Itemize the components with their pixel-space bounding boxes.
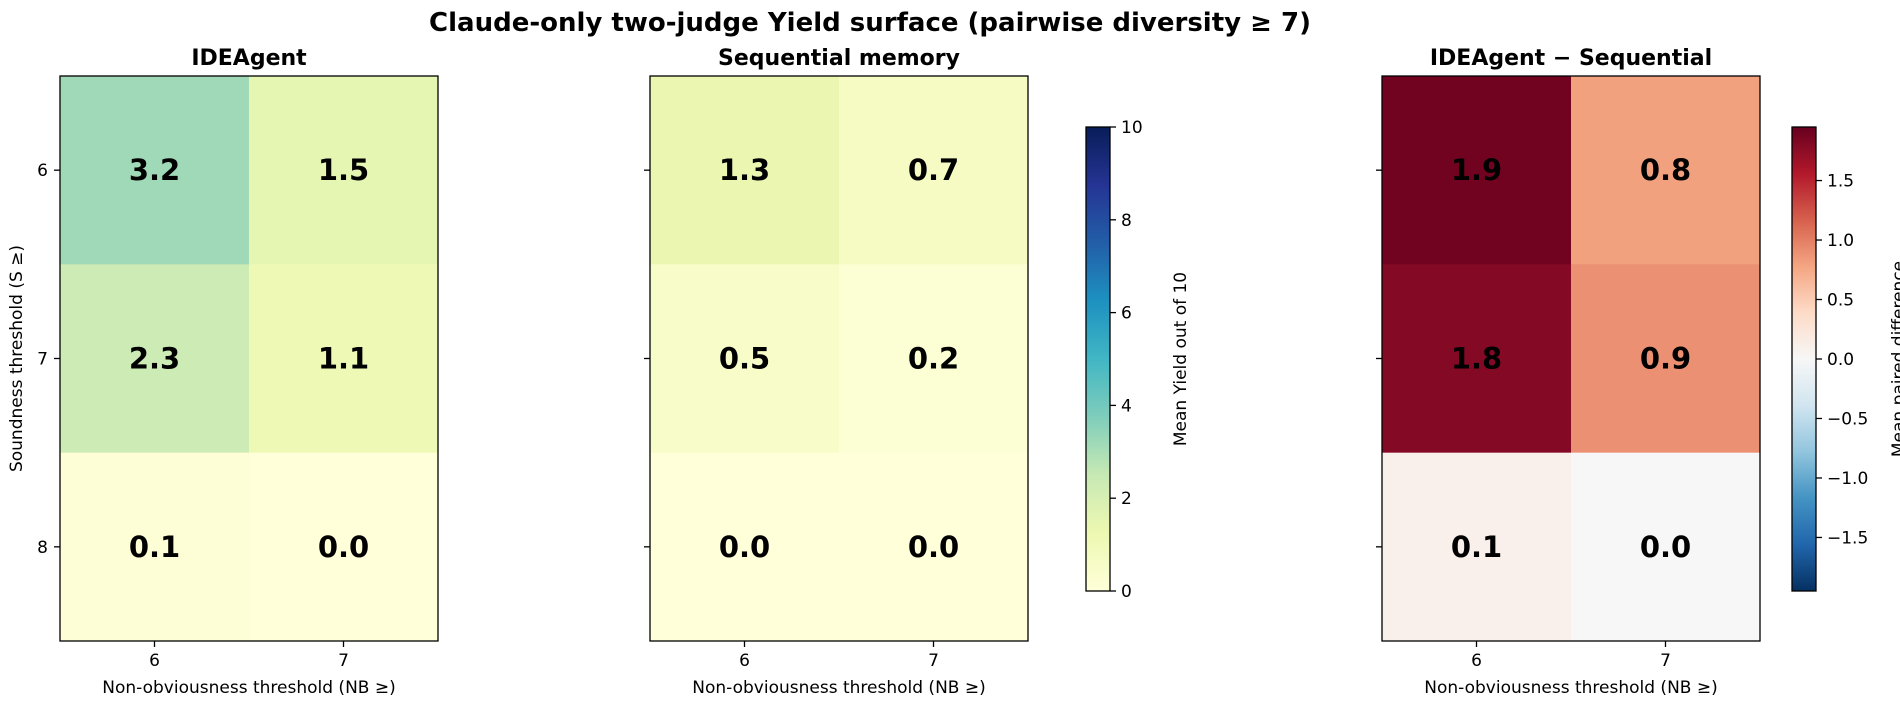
heatmap-panel: 1.3 0.7 0.5 0.2 0.0 0.0 Sequential memory 6 7 Non… <box>644 46 1191 698</box>
colorbar-tick-label: −1.5 <box>1827 528 1868 548</box>
colorbar-tick-label: 0.0 <box>1827 350 1854 370</box>
heatmap-cell <box>249 452 439 642</box>
heatmap-panel: 1.9 0.8 1.8 0.9 0.1 0.0 IDEAgent − Sequential 6… <box>1376 46 1900 698</box>
colorbar-gradient <box>1792 127 1816 591</box>
cell-value-label: 0.2 <box>908 342 959 376</box>
colorbar: 0 2 4 6 8 10 Mean Yield out of 10 <box>1085 118 1191 602</box>
heatmap-cell <box>1571 264 1761 454</box>
cell-value-label: 1.3 <box>719 153 770 187</box>
cell-value-label: 0.1 <box>1451 530 1502 564</box>
panel-title: IDEAgent <box>191 46 307 71</box>
heatmap-cell <box>650 264 840 454</box>
heatmap-panel: 3.2 1.5 2.3 1.1 0.1 0.0 IDEAgent 6 7 Non-obviousn… <box>7 46 439 698</box>
heatmap-cell <box>839 76 1029 265</box>
cell-value-label: 0.8 <box>1640 153 1691 187</box>
colorbar-tick-label: 6 <box>1121 304 1132 324</box>
x-tick-label: 7 <box>928 651 939 671</box>
colorbar-tick-label: 8 <box>1121 211 1132 231</box>
heatmap-cell <box>650 452 840 642</box>
y-tick-label: 6 <box>37 161 48 181</box>
heatmap-cell <box>1382 76 1572 265</box>
colorbar-tick-label: −1.0 <box>1827 469 1868 489</box>
heatmap-cell <box>1382 264 1572 454</box>
y-tick-label: 8 <box>37 538 48 558</box>
panel-title: Sequential memory <box>718 46 960 71</box>
colorbar-frame <box>1085 126 1111 592</box>
x-axis-label: Non-obviousness threshold (NB ≥) <box>1424 678 1717 698</box>
cell-value-label: 0.0 <box>318 530 369 564</box>
heatmap-cell <box>249 264 439 454</box>
colorbar: −1.5 −1.0 −0.5 0.0 0.5 1.0 1.5 Mean paired diff… <box>1791 126 1900 592</box>
colorbar-gradient <box>1086 127 1110 591</box>
cell-value-label: 0.5 <box>719 342 770 376</box>
cell-value-label: 0.0 <box>719 530 770 564</box>
cell-value-label: 1.8 <box>1451 342 1502 376</box>
panels: 3.2 1.5 2.3 1.1 0.1 0.0 IDEAgent 6 7 Non-obviousn… <box>7 46 1900 698</box>
colorbar-tick-label: −0.5 <box>1827 409 1868 429</box>
cell-value-label: 0.1 <box>129 530 180 564</box>
heatmap-cell <box>1571 76 1761 265</box>
heatmap-cell <box>60 264 250 454</box>
cell-value-label: 0.7 <box>908 153 959 187</box>
heatmap-cell <box>60 452 250 642</box>
heatmap-cell <box>839 264 1029 454</box>
colorbar-tick-label: 1.0 <box>1827 231 1854 251</box>
colorbar-label: Mean Yield out of 10 <box>1171 272 1191 446</box>
cell-value-label: 0.0 <box>1640 530 1691 564</box>
heatmap-cell <box>249 76 439 265</box>
colorbar-tick-label: 0.5 <box>1827 291 1854 311</box>
heatmap-cell <box>839 452 1029 642</box>
colorbar-tick-label: 2 <box>1121 489 1132 509</box>
x-tick-label: 7 <box>338 651 349 671</box>
colorbar-tick-label: 0 <box>1121 582 1132 602</box>
cell-value-label: 2.3 <box>129 342 180 376</box>
heatmap-cell <box>1382 452 1572 642</box>
figure-title: Claude-only two-judge Yield surface (pai… <box>429 8 1311 38</box>
colorbar-tick-label: 10 <box>1121 118 1143 138</box>
cell-value-label: 0.0 <box>908 530 959 564</box>
y-tick-label: 7 <box>37 350 48 370</box>
y-axis-label: Soundness threshold (S ≥) <box>7 245 27 472</box>
cell-value-label: 1.1 <box>318 342 369 376</box>
colorbar-tick-label: 4 <box>1121 396 1132 416</box>
x-axis-label: Non-obviousness threshold (NB ≥) <box>102 678 395 698</box>
panel-title: IDEAgent − Sequential <box>1430 46 1712 71</box>
heatmap-cell <box>60 76 250 265</box>
x-tick-label: 6 <box>149 651 160 671</box>
x-tick-label: 7 <box>1660 651 1671 671</box>
x-axis-label: Non-obviousness threshold (NB ≥) <box>692 678 985 698</box>
colorbar-label: Mean paired difference <box>1889 261 1900 457</box>
cell-value-label: 1.5 <box>318 153 369 187</box>
x-tick-label: 6 <box>739 651 750 671</box>
cell-value-label: 3.2 <box>129 153 180 187</box>
x-tick-label: 6 <box>1471 651 1482 671</box>
cell-value-label: 1.9 <box>1451 153 1502 187</box>
colorbar-tick-label: 1.5 <box>1827 172 1854 192</box>
heatmap-cell <box>650 76 840 265</box>
cell-value-label: 0.9 <box>1640 342 1691 376</box>
heatmap-cell <box>1571 452 1761 642</box>
